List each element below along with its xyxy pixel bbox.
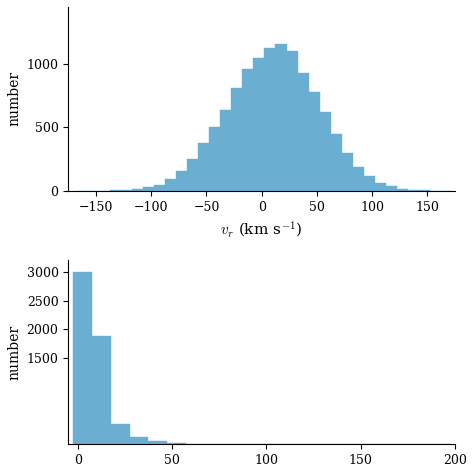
Bar [132, 189, 143, 191]
Bar [121, 190, 132, 191]
Bar [408, 190, 419, 191]
Bar [92, 336, 111, 444]
Bar [242, 69, 254, 191]
Bar [331, 134, 342, 191]
Bar [167, 443, 186, 444]
Bar [298, 73, 309, 191]
Bar [353, 167, 364, 191]
Bar [109, 190, 121, 191]
Bar [129, 438, 148, 444]
Bar [198, 143, 209, 191]
Bar [397, 189, 408, 191]
Bar [375, 182, 386, 191]
Bar [264, 47, 275, 191]
Y-axis label: number: number [7, 325, 21, 380]
Bar [275, 44, 287, 191]
Bar [209, 128, 220, 191]
Bar [254, 58, 264, 191]
Bar [165, 180, 176, 191]
Bar [309, 92, 319, 191]
Y-axis label: number: number [7, 72, 21, 127]
Bar [154, 184, 165, 191]
Bar [287, 51, 298, 191]
X-axis label: $v_r$ (km s$^{-1}$): $v_r$ (km s$^{-1}$) [220, 219, 303, 239]
Bar [231, 88, 242, 191]
Bar [176, 171, 187, 191]
Bar [111, 424, 129, 444]
Bar [73, 272, 92, 444]
Bar [148, 441, 167, 444]
Bar [386, 186, 397, 191]
Bar [319, 112, 331, 191]
Bar [364, 176, 375, 191]
Bar [143, 187, 154, 191]
Bar [342, 153, 353, 191]
Bar [187, 159, 198, 191]
Bar [220, 109, 231, 191]
